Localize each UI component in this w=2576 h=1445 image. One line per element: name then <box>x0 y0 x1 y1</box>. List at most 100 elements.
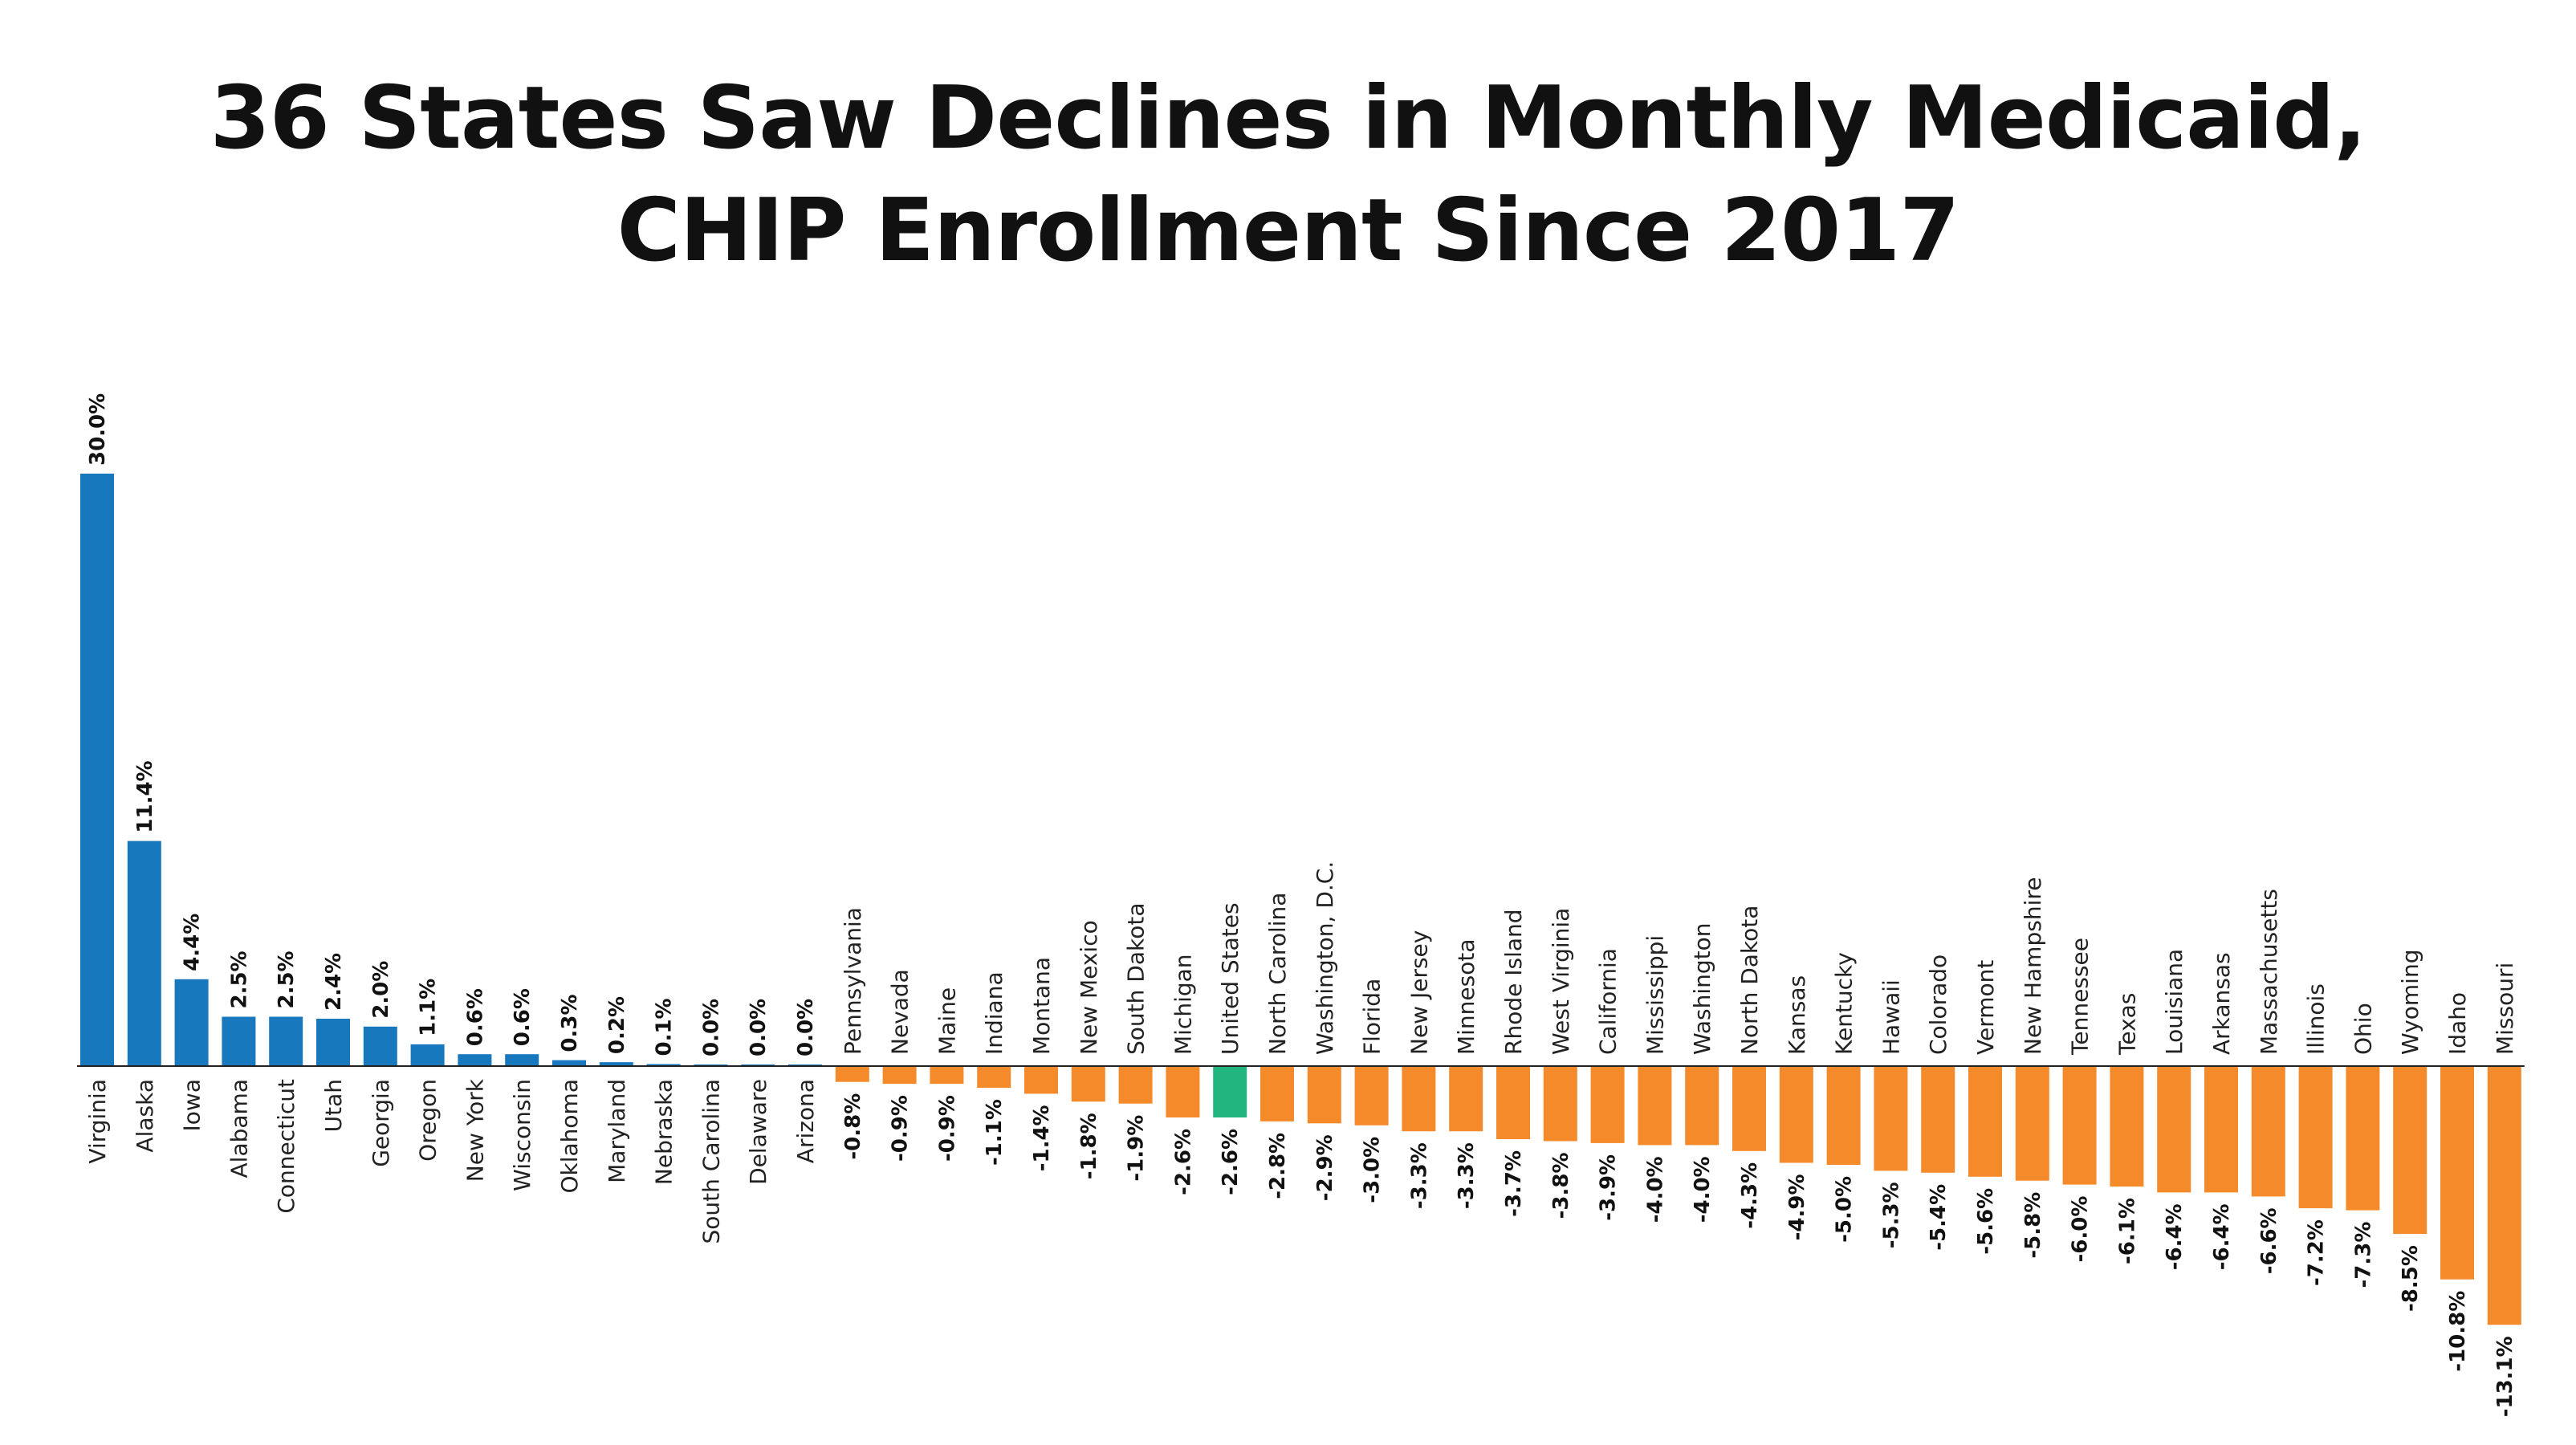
value-label-new-york: 0.6% <box>463 988 487 1046</box>
value-label-hawaii: -5.3% <box>1879 1182 1903 1248</box>
bar-united-states <box>1213 1066 1247 1117</box>
value-label-new-mexico: -1.8% <box>1077 1113 1101 1179</box>
category-label-delaware: Delaware <box>745 1079 771 1185</box>
bar-connecticut <box>269 1016 303 1066</box>
bar-wyoming <box>2393 1066 2427 1235</box>
value-label-maryland: 0.2% <box>605 996 629 1054</box>
value-label-idaho: -10.8% <box>2446 1291 2470 1372</box>
category-label-missouri: Missouri <box>2492 963 2518 1055</box>
value-label-south-dakota: -1.9% <box>1125 1115 1149 1182</box>
value-label-kentucky: -5.0% <box>1833 1176 1857 1243</box>
bar-new-hampshire <box>2015 1066 2049 1181</box>
value-label-maine: -0.9% <box>935 1095 959 1162</box>
value-label-colorado: -5.4% <box>1927 1184 1951 1251</box>
value-label-arkansas: -6.4% <box>2210 1203 2234 1270</box>
bar-massachusetts <box>2251 1066 2285 1197</box>
category-label-wisconsin: Wisconsin <box>509 1079 535 1191</box>
category-label-california: California <box>1595 948 1622 1055</box>
value-label-oregon: 1.1% <box>417 979 441 1036</box>
bar-idaho <box>2440 1066 2474 1280</box>
value-label-new-hampshire: -5.8% <box>2021 1192 2045 1259</box>
bar-washington <box>1685 1066 1719 1146</box>
chart-title-line-2: CHIP Enrollment Since 2017 <box>617 181 1960 281</box>
category-label-massachusetts: Massachusetts <box>2256 889 2282 1055</box>
value-label-south-carolina: 0.0% <box>699 999 723 1056</box>
category-label-idaho: Idaho <box>2444 992 2471 1055</box>
value-label-oklahoma: 0.3% <box>558 994 582 1052</box>
bar-colorado <box>1921 1066 1955 1173</box>
value-label-nevada: -0.9% <box>889 1095 913 1162</box>
bar-iowa <box>174 979 209 1066</box>
value-labels-layer: 30.0% 11.4% 4.4% 2.5% 2.5% 2.4% 2.0% 1.1% 0.6% 0.… <box>86 393 2517 1418</box>
category-label-tennessee: Tennessee <box>2067 938 2094 1056</box>
bar-missouri <box>2487 1066 2521 1325</box>
bar-maryland <box>599 1062 633 1066</box>
bar-north-dakota <box>1732 1066 1766 1151</box>
category-label-rhode-island: Rhode Island <box>1500 909 1527 1055</box>
category-label-north-dakota: North Dakota <box>1736 906 1763 1055</box>
bar-nebraska <box>646 1064 681 1066</box>
value-label-alabama: 2.5% <box>227 950 251 1008</box>
category-label-louisiana: Louisiana <box>2161 949 2187 1055</box>
category-label-arizona: Arizona <box>792 1079 819 1163</box>
value-label-virginia: 30.0% <box>86 393 110 466</box>
bar-rhode-island <box>1496 1066 1530 1139</box>
bar-arkansas <box>2204 1066 2238 1193</box>
category-label-maryland: Maryland <box>604 1079 630 1183</box>
value-label-wisconsin: 0.6% <box>511 988 535 1046</box>
value-label-washington: -4.0% <box>1691 1156 1715 1223</box>
bar-illinois <box>2298 1066 2333 1209</box>
value-label-united-states: -2.6% <box>1219 1129 1243 1195</box>
bar-north-carolina <box>1260 1066 1294 1121</box>
bar-georgia <box>363 1026 397 1066</box>
value-label-california: -3.9% <box>1597 1154 1621 1221</box>
category-label-west-virginia: West Virginia <box>1548 908 1574 1055</box>
category-label-minnesota: Minnesota <box>1453 938 1479 1055</box>
value-label-rhode-island: -3.7% <box>1502 1150 1526 1217</box>
bar-kentucky <box>1826 1066 1861 1165</box>
bar-louisiana <box>2157 1066 2191 1193</box>
category-label-alaska: Alaska <box>132 1079 158 1153</box>
bar-hawaii <box>1874 1066 1908 1171</box>
bar-ohio <box>2346 1066 2380 1211</box>
bar-washington-d-c <box>1307 1066 1341 1124</box>
value-label-connecticut: 2.5% <box>275 950 299 1008</box>
value-label-delaware: 0.0% <box>747 999 771 1056</box>
bar-new-mexico <box>1071 1066 1105 1102</box>
bar-wisconsin <box>505 1054 539 1066</box>
category-label-kentucky: Kentucky <box>1831 952 1858 1055</box>
category-label-nebraska: Nebraska <box>651 1079 678 1185</box>
value-label-west-virginia: -3.8% <box>1549 1153 1573 1219</box>
value-label-louisiana: -6.4% <box>2163 1203 2187 1270</box>
value-label-new-jersey: -3.3% <box>1407 1142 1431 1209</box>
category-label-maine: Maine <box>934 987 960 1055</box>
bar-south-dakota <box>1118 1066 1153 1104</box>
value-label-kansas: -4.9% <box>1785 1174 1809 1241</box>
category-label-florida: Florida <box>1359 979 1386 1055</box>
value-label-missouri: -13.1% <box>2493 1336 2517 1417</box>
value-label-arizona: 0.0% <box>794 999 818 1056</box>
category-label-oregon: Oregon <box>415 1079 442 1162</box>
category-label-alabama: Alabama <box>226 1079 252 1178</box>
value-label-tennessee: -6.0% <box>2069 1196 2093 1263</box>
category-label-connecticut: Connecticut <box>273 1079 299 1214</box>
category-label-new-mexico: New Mexico <box>1076 920 1102 1055</box>
bar-tennessee <box>2062 1066 2097 1185</box>
bar-montana <box>1024 1066 1058 1094</box>
category-label-pennsylvania: Pennsylvania <box>840 907 866 1055</box>
category-label-south-carolina: South Carolina <box>698 1079 724 1244</box>
bar-nevada <box>882 1066 917 1085</box>
value-label-minnesota: -3.3% <box>1455 1142 1479 1209</box>
value-label-north-dakota: -4.3% <box>1738 1162 1762 1229</box>
category-label-kansas: Kansas <box>1784 975 1810 1055</box>
bar-california <box>1590 1066 1625 1143</box>
value-label-mississippi: -4.0% <box>1643 1156 1667 1223</box>
value-label-florida: -3.0% <box>1361 1137 1385 1203</box>
value-label-illinois: -7.2% <box>2305 1219 2329 1286</box>
value-label-texas: -6.1% <box>2115 1198 2139 1264</box>
value-label-utah: 2.4% <box>322 953 346 1011</box>
category-label-virginia: Virginia <box>84 1079 111 1164</box>
bar-utah <box>316 1019 350 1066</box>
category-label-michigan: Michigan <box>1170 954 1196 1055</box>
